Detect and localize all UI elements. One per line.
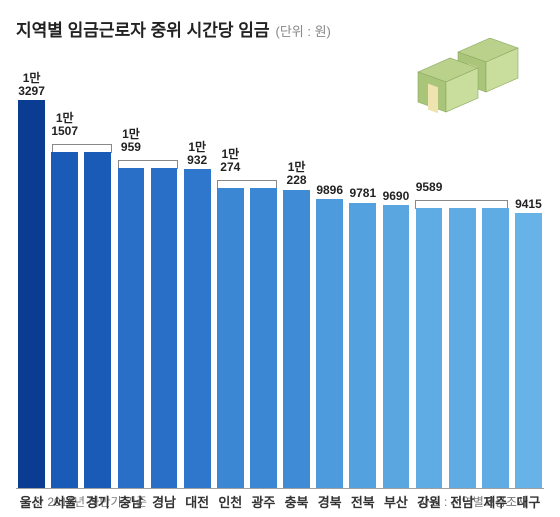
- bar-rect: [118, 168, 145, 488]
- x-label: 대구: [513, 492, 544, 511]
- bar-울산: 1만 3297: [16, 94, 47, 488]
- bar-rect: [416, 208, 443, 488]
- bar-경남: [149, 94, 180, 488]
- bar-대전: 1만 932: [182, 94, 213, 488]
- bar-value-label: 1만 228: [287, 161, 307, 187]
- x-label: 인천: [215, 492, 246, 511]
- x-label: 충남: [115, 492, 146, 511]
- x-label: 전북: [347, 492, 378, 511]
- bar-value-label: 9415: [515, 198, 542, 211]
- bar-rect: [482, 208, 509, 488]
- x-label: 강원: [414, 492, 445, 511]
- bar-rect: [515, 213, 542, 488]
- bar-rect: [151, 168, 178, 488]
- bar-rect: [84, 152, 111, 488]
- bar-부산: 9690: [380, 94, 411, 488]
- bar-전북: 9781: [347, 94, 378, 488]
- bar-rect: [349, 203, 376, 488]
- chart-title: 지역별 임금근로자 중위 시간당 임금: [16, 16, 270, 41]
- bar-rect: [250, 188, 277, 488]
- x-label: 제주: [480, 492, 511, 511]
- x-label: 전남: [447, 492, 478, 511]
- bar-value-label: 9690: [383, 190, 410, 203]
- bar-rect: [18, 100, 45, 488]
- bar-rect: [51, 152, 78, 488]
- wage-chart: 지역별 임금근로자 중위 시간당 임금 (단위 : 원) 1만 32971만 1…: [16, 16, 544, 489]
- bar-경기: [82, 94, 113, 488]
- bar-rect: [449, 208, 476, 488]
- x-label: 경기: [82, 492, 113, 511]
- bar-광주: [248, 94, 279, 488]
- bar-rect: [383, 205, 410, 488]
- bar-rect: [217, 188, 244, 488]
- x-label: 대전: [182, 492, 213, 511]
- bar-rect: [316, 199, 343, 488]
- bar-rect: [184, 169, 211, 488]
- bar-제주: [480, 94, 511, 488]
- bar-value-label: 1만 1507: [51, 112, 78, 138]
- bar-value-label: 1만 932: [187, 141, 207, 167]
- bar-value-label: 1만 3297: [18, 72, 45, 98]
- x-label: 경남: [149, 492, 180, 511]
- bar-value-label: 9781: [349, 187, 376, 200]
- x-label: 서울: [49, 492, 80, 511]
- bar-value-label: 1만 959: [121, 128, 141, 154]
- bar-value-label: 1만 274: [220, 148, 240, 174]
- bar-value-label: 9589: [416, 181, 443, 194]
- bar-value-label: 9896: [316, 184, 343, 197]
- bar-경북: 9896: [314, 94, 345, 488]
- x-label: 경북: [314, 492, 345, 511]
- x-axis-labels: 울산서울경기충남경남대전인천광주충북경북전북부산강원전남제주대구: [16, 492, 544, 511]
- x-label: 울산: [16, 492, 47, 511]
- bar-전남: [447, 94, 478, 488]
- x-label: 광주: [248, 492, 279, 511]
- bar-인천: 1만 274: [215, 94, 246, 488]
- chart-unit: (단위 : 원): [276, 21, 331, 40]
- x-label: 충북: [281, 492, 312, 511]
- bar-대구: 9415: [513, 94, 544, 488]
- x-label: 부산: [380, 492, 411, 511]
- bar-강원: 9589: [414, 94, 445, 488]
- bar-서울: 1만 1507: [49, 94, 80, 488]
- bars-area: 1만 32971만 1507 1만 959 1만 932 1만 274 1만 228 98…: [16, 94, 544, 488]
- bar-rect: [283, 190, 310, 489]
- bar-충남: 1만 959: [115, 94, 146, 488]
- bar-충북: 1만 228: [281, 94, 312, 488]
